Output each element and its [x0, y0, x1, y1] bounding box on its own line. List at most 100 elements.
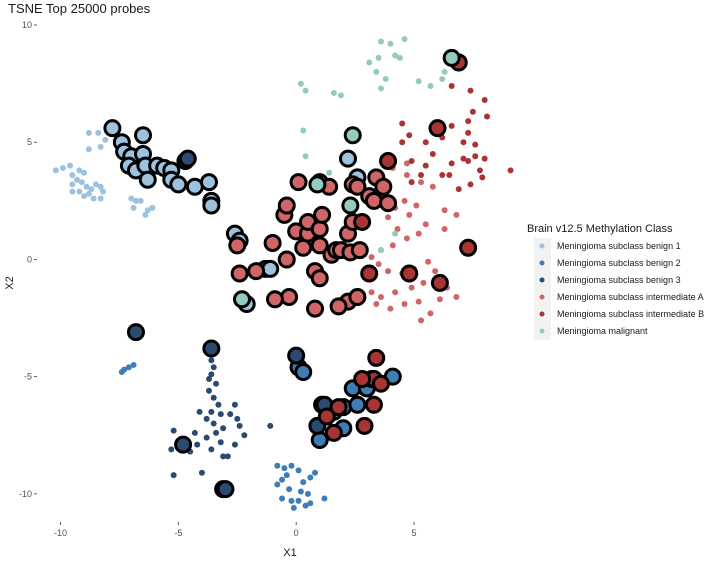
data-point-series-5	[481, 97, 488, 104]
data-point-series-5	[418, 172, 425, 179]
data-point-series-3	[220, 425, 227, 432]
y-tick-label: 0	[27, 254, 32, 264]
data-point-series-4	[385, 268, 392, 275]
data-point-series-3	[203, 434, 210, 441]
data-point-series-4	[389, 242, 396, 249]
data-point-series-3	[217, 439, 224, 446]
data-point-series-4	[415, 298, 422, 305]
highlighted-point-series-1	[199, 173, 218, 192]
data-point-series-3	[198, 469, 205, 476]
data-point-series-1	[76, 188, 83, 195]
highlighted-point-series-4	[374, 177, 393, 196]
highlighted-point-series-1	[103, 119, 122, 138]
data-point-series-2	[288, 462, 295, 469]
highlighted-point-series-5	[355, 416, 374, 435]
data-point-series-6	[441, 68, 448, 75]
data-point-series-4	[385, 214, 392, 221]
data-point-series-3	[208, 357, 215, 364]
data-point-series-5	[467, 181, 474, 188]
y-tick-label: 10	[22, 20, 32, 30]
data-point-series-1	[99, 188, 106, 195]
data-point-series-4	[373, 300, 380, 307]
highlighted-point-series-5	[459, 238, 478, 257]
data-point-series-4	[406, 211, 413, 218]
data-point-series-6	[377, 247, 384, 254]
highlighted-point-series-4	[364, 191, 383, 210]
data-point-series-6	[382, 75, 389, 82]
data-point-series-6	[392, 52, 399, 59]
data-point-series-1	[137, 197, 144, 204]
highlighted-point-series-5	[324, 423, 343, 442]
data-point-series-4	[408, 284, 415, 291]
data-point-series-6	[401, 36, 408, 43]
highlighted-point-series-2	[294, 362, 313, 381]
data-point-series-2	[297, 488, 304, 495]
highlighted-point-series-1	[169, 175, 188, 194]
legend-label-series-4: Meningioma subclass intermediate A	[557, 292, 704, 302]
data-point-series-5	[439, 172, 446, 179]
data-point-series-5	[455, 186, 462, 193]
data-point-series-5	[429, 150, 436, 157]
data-point-series-3	[220, 453, 227, 460]
highlighted-point-series-4	[310, 269, 329, 288]
highlighted-point-series-6	[343, 126, 362, 145]
data-point-series-6	[326, 169, 333, 176]
highlighted-point-series-5	[360, 264, 379, 283]
data-point-series-6	[302, 87, 309, 94]
highlighted-point-series-1	[202, 196, 221, 215]
highlighted-point-series-5	[430, 273, 449, 292]
data-point-series-4	[422, 221, 429, 228]
data-point-series-6	[392, 230, 399, 237]
highlighted-point-series-5	[317, 407, 336, 426]
highlighted-point-series-3	[287, 346, 306, 365]
highlighted-point-series-5	[379, 151, 398, 170]
data-point-series-3	[210, 364, 217, 371]
highlighted-point-series-4	[289, 173, 308, 192]
data-point-series-3	[215, 401, 222, 408]
data-point-series-5	[406, 132, 413, 139]
data-point-series-5	[399, 120, 406, 127]
data-point-series-2	[307, 474, 314, 481]
data-point-series-1	[97, 195, 104, 202]
highlighted-point-series-4	[379, 194, 398, 213]
data-point-series-3	[213, 429, 220, 436]
data-point-series-6	[439, 75, 446, 82]
data-point-series-4	[418, 317, 425, 324]
data-point-series-3	[267, 422, 274, 429]
highlighted-point-series-4	[265, 290, 284, 309]
highlighted-point-series-5	[428, 119, 447, 138]
data-point-series-2	[125, 364, 132, 371]
data-point-series-5	[472, 141, 479, 148]
data-point-series-3	[227, 411, 234, 418]
data-point-series-3	[234, 415, 241, 422]
data-point-series-4	[436, 296, 443, 303]
highlighted-point-series-4	[348, 287, 367, 306]
data-point-series-2	[283, 472, 290, 479]
highlighted-point-series-5	[353, 370, 372, 389]
data-point-series-5	[408, 157, 415, 164]
data-point-series-1	[85, 146, 92, 153]
legend-key-series-2	[539, 260, 545, 266]
data-point-series-3	[208, 446, 215, 453]
data-point-series-4	[427, 310, 434, 317]
data-point-series-5	[467, 87, 474, 94]
y-axis-title: X2	[4, 276, 16, 289]
x-tick-label: 5	[411, 528, 416, 538]
data-point-series-3	[205, 376, 212, 383]
data-point-series-6	[387, 40, 394, 47]
highlighted-point-series-1	[339, 149, 358, 168]
data-point-series-5	[465, 118, 472, 125]
highlighted-point-series-6	[308, 175, 327, 194]
data-point-series-3	[210, 394, 217, 401]
data-point-series-6	[396, 54, 403, 61]
highlighted-point-series-3	[126, 323, 145, 342]
legend: Brain v12.5 Methylation Class Meningioma…	[527, 223, 704, 340]
data-point-series-1	[81, 169, 88, 176]
data-point-series-1	[130, 204, 137, 211]
data-point-series-5	[481, 155, 488, 162]
y-tick-label: 5	[27, 137, 32, 147]
data-point-series-3	[231, 401, 238, 408]
highlighted-point-series-1	[138, 170, 157, 189]
data-point-series-5	[465, 129, 472, 136]
data-point-series-5	[399, 139, 406, 146]
